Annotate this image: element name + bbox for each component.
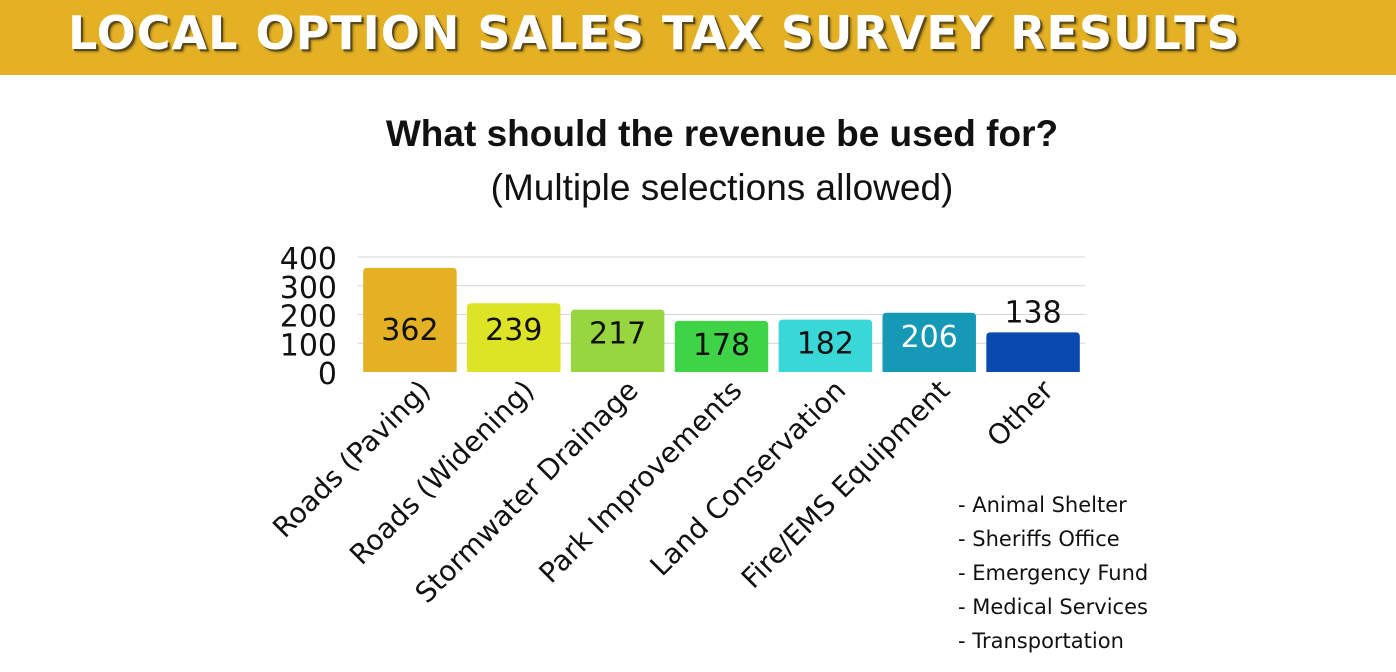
x-tick-label: Park Improvements xyxy=(533,374,749,590)
bar xyxy=(778,319,873,372)
x-tick-label: Other xyxy=(980,373,1060,453)
data-label: 178 xyxy=(693,328,750,363)
other-note: - Sheriffs Office xyxy=(958,527,1120,551)
chart-subtitle: (Multiple selections allowed) xyxy=(490,167,954,208)
other-notes-list: - Animal Shelter - Sheriffs Office - Eme… xyxy=(958,490,1148,660)
data-label: 239 xyxy=(485,313,542,348)
bar xyxy=(986,332,1080,372)
y-tick-label: 300 xyxy=(280,271,337,306)
other-note: - Emergency Fund xyxy=(958,561,1149,585)
data-label: 182 xyxy=(797,327,854,362)
data-label: 362 xyxy=(381,313,438,348)
x-tick-label: Roads (Widening) xyxy=(343,374,541,572)
bar xyxy=(363,267,457,372)
chart-title: What should the revenue be used for? xyxy=(385,113,1059,154)
data-label: 217 xyxy=(589,317,646,352)
y-tick-label: 400 xyxy=(280,242,337,277)
data-label: 206 xyxy=(901,320,958,355)
other-note: - Transportation xyxy=(958,629,1124,653)
bar xyxy=(467,303,561,372)
x-tick-label: Fire/EMS Equipment xyxy=(735,374,956,595)
bar xyxy=(882,312,976,372)
bar xyxy=(570,309,665,372)
data-label: 138 xyxy=(1004,295,1061,330)
x-tick-label: Land Conservation xyxy=(644,374,853,583)
y-tick-label: 0 xyxy=(318,357,337,392)
y-tick-label: 100 xyxy=(280,328,337,363)
y-tick-label: 200 xyxy=(280,300,337,335)
other-note: - Animal Shelter xyxy=(958,493,1127,517)
banner-title: LOCAL OPTION SALES TAX SURVEY RESULTS xyxy=(68,6,1241,60)
header-banner: LOCAL OPTION SALES TAX SURVEY RESULTS xyxy=(0,0,1396,75)
bar xyxy=(674,320,769,372)
other-note: - Medical Services xyxy=(958,595,1148,619)
